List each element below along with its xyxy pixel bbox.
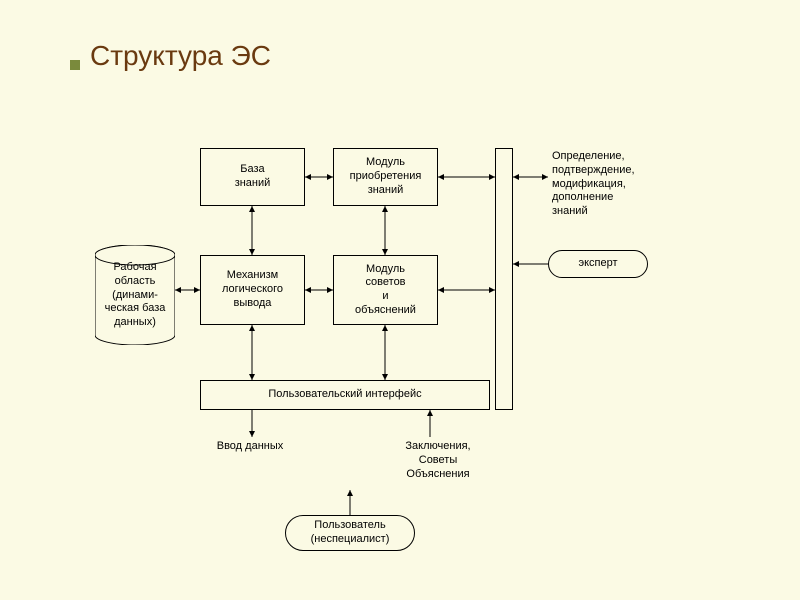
- node-label: Пользовательский интерфейс: [268, 388, 421, 402]
- node-label: Механизм логического вывода: [222, 269, 283, 310]
- label-conclusions: Заключения, Советы Объяснения: [378, 440, 498, 481]
- label-definitions: Определение, подтверждение, модификация,…: [552, 150, 702, 219]
- node-knowledge-base: База знаний: [200, 148, 305, 206]
- title-bullet: [70, 60, 80, 70]
- node-user-interface: Пользовательский интерфейс: [200, 380, 490, 410]
- node-acquisition: Модуль приобретения знаний: [333, 148, 438, 206]
- node-label: Пользователь (неспециалист): [311, 519, 390, 547]
- node-label: Модуль приобретения знаний: [350, 156, 422, 197]
- node-label: эксперт: [578, 257, 617, 271]
- node-advice: Модуль советов и объяснений: [333, 255, 438, 325]
- label-input: Ввод данных: [200, 440, 300, 454]
- node-working-area: Рабочая область (динами- ческая база дан…: [95, 245, 175, 345]
- node-side-bar: [495, 148, 513, 410]
- slide: Структура ЭС Рабочая область (динами- че…: [0, 0, 800, 600]
- node-label: База знаний: [235, 163, 271, 191]
- node-working-area-label: Рабочая область (динами- ческая база дан…: [95, 261, 175, 330]
- node-expert: эксперт: [548, 250, 648, 278]
- node-inference: Механизм логического вывода: [200, 255, 305, 325]
- node-user: Пользователь (неспециалист): [285, 515, 415, 551]
- node-label: Модуль советов и объяснений: [355, 263, 416, 318]
- slide-title: Структура ЭС: [90, 40, 271, 72]
